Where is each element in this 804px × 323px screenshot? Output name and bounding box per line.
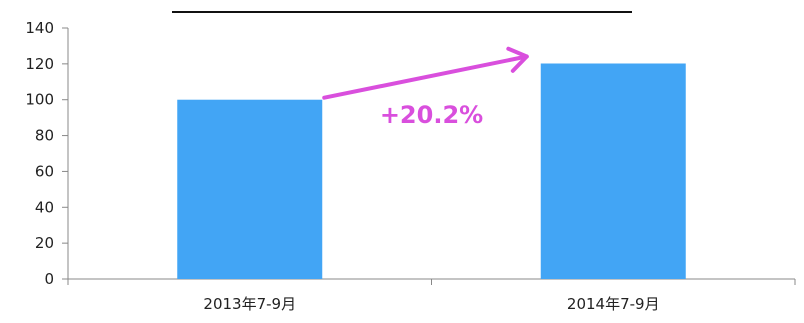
growth-arrow-head [506,46,529,73]
x-tick-label: 2014年7-9月 [567,295,660,313]
y-tick-label: 40 [35,198,54,216]
bar-2 [540,63,686,280]
annotation-group: +20.2% [322,46,529,129]
y-tick-label: 60 [35,162,54,180]
y-tick-label: 140 [25,19,54,37]
x-axis: 2013年7-9月 2014年7-9月 [67,278,796,313]
y-tick-label: 120 [25,55,54,73]
x-tick-label: 2013年7-9月 [203,295,296,313]
y-tick-label: 80 [35,127,54,145]
y-tick-label: 0 [44,270,54,288]
y-axis: 0 20 40 60 80 100 120 140 [25,19,69,288]
growth-arrow-shaft [322,54,529,100]
growth-annotation-label: +20.2% [380,101,483,129]
y-tick-label: 100 [25,91,54,109]
y-tick-label: 20 [35,234,54,252]
bar-1 [177,99,323,279]
bars-group [177,63,686,280]
